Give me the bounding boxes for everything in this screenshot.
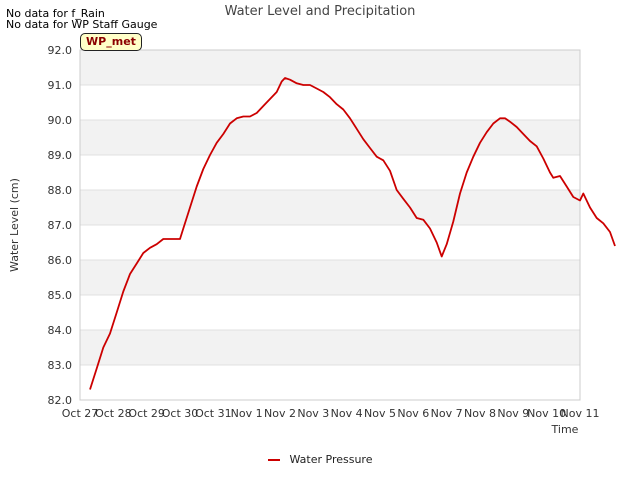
legend[interactable]: Water Pressure xyxy=(268,453,372,466)
grid-band xyxy=(80,190,580,225)
plot-frame xyxy=(79,49,581,401)
series-layer xyxy=(89,77,616,390)
grid-band xyxy=(80,260,580,295)
x-tick-label: Nov 11 xyxy=(561,407,600,420)
y-tick-label: 89.0 xyxy=(48,149,73,162)
y-tick-label: 88.0 xyxy=(48,184,73,197)
no-data-note-staff-gauge: No data for WP Staff Gauge xyxy=(6,18,158,31)
y-tick-label: 86.0 xyxy=(48,254,73,267)
gridlines xyxy=(80,49,580,401)
y-tick-label: 83.0 xyxy=(48,359,73,372)
y-tick-label: 84.0 xyxy=(48,324,73,337)
y-axis-label: Water Level (cm) xyxy=(8,178,21,272)
y-tick-label: 82.0 xyxy=(48,394,73,407)
series-line-water-pressure xyxy=(89,77,616,390)
x-tick-label: Oct 29 xyxy=(128,407,165,420)
grid-band xyxy=(80,330,580,365)
x-tick-label: Nov 3 xyxy=(297,407,329,420)
chart-title: Water Level and Precipitation xyxy=(225,4,416,19)
x-tick-label: Nov 7 xyxy=(431,407,463,420)
x-tick-label: Nov 2 xyxy=(264,407,296,420)
legend-swatch-water-pressure xyxy=(268,459,280,461)
y-tick-label: 92.0 xyxy=(48,44,73,57)
y-tick-label: 91.0 xyxy=(48,79,73,92)
no-data-note-rain: No data for f_Rain xyxy=(6,7,105,20)
grid-band xyxy=(80,120,580,155)
site-badge: WP_met xyxy=(80,33,142,51)
x-tick-label: Nov 5 xyxy=(364,407,396,420)
grid-band xyxy=(80,50,580,85)
x-tick-label: Oct 31 xyxy=(195,407,232,420)
x-tick-label: Nov 8 xyxy=(464,407,496,420)
x-tick-label: Oct 28 xyxy=(95,407,132,420)
x-tick-label: Nov 9 xyxy=(497,407,529,420)
y-tick-label: 90.0 xyxy=(48,114,73,127)
legend-label-water-pressure: Water Pressure xyxy=(289,453,373,466)
x-tick-label: Nov 10 xyxy=(527,407,566,420)
x-tick-label: Nov 1 xyxy=(231,407,263,420)
y-tick-label: 85.0 xyxy=(48,289,73,302)
x-tick-label: Oct 30 xyxy=(162,407,199,420)
x-tick-label: Nov 4 xyxy=(331,407,363,420)
y-axis-ticks: 82.0 83.0 84.0 85.0 86.0 87.0 88.0 89.0 90.0 91.0… xyxy=(48,44,73,407)
y-tick-label: 87.0 xyxy=(48,219,73,232)
x-tick-label: Nov 6 xyxy=(397,407,429,420)
x-axis-label: Time xyxy=(551,423,579,436)
grid-bands xyxy=(80,50,580,365)
x-tick-label: Oct 27 xyxy=(62,407,99,420)
